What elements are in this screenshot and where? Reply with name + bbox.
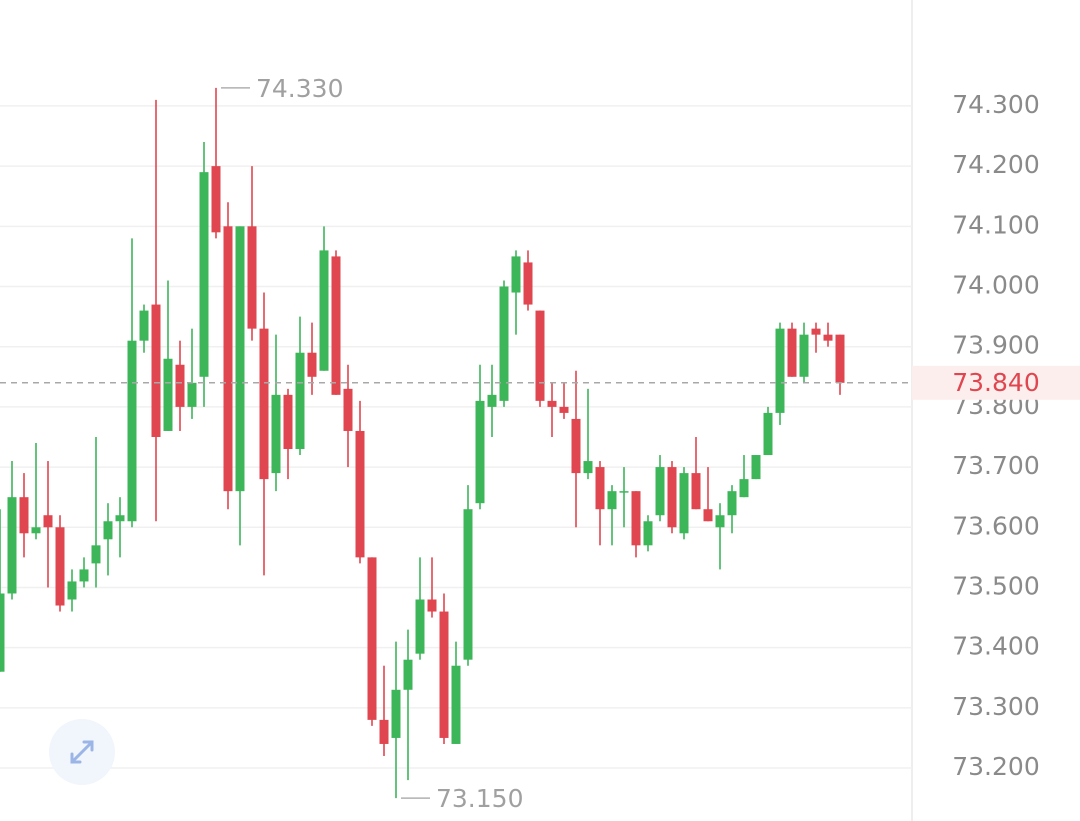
candle-body [115,515,125,522]
candle-body [31,527,41,534]
candle-body [655,467,665,516]
candle-body [19,497,29,534]
candle-body [571,418,581,474]
candle-body [679,473,689,534]
candle-body [823,334,833,341]
y-tick-label: 73.700 [952,451,1039,480]
candle-body [331,256,341,395]
candle-body [319,250,329,371]
candle-body [643,521,653,546]
y-tick-label: 73.300 [952,692,1039,721]
candle-body [535,310,545,401]
candle-body [307,352,317,377]
candle-body [175,364,185,407]
candle-body [379,719,389,744]
y-tick-label: 74.200 [952,150,1039,179]
candle-body [283,394,293,450]
candle-body [691,473,701,510]
candle-body [43,515,53,528]
candle-body [475,400,485,504]
candle-body [139,310,149,341]
candle-body [811,328,821,335]
candle-body [583,461,593,474]
candle-body [199,172,209,377]
candle-body [367,557,377,720]
candle-body [499,286,509,401]
candle-body [391,689,401,738]
candle-body [355,430,365,558]
candle-body [835,334,845,383]
candle-body [7,497,17,594]
candle-body [775,328,785,413]
candle-body [103,521,113,540]
y-tick-label: 73.600 [952,511,1039,540]
high-label: 74.330 [256,74,343,103]
candle-body [667,467,677,528]
candle-body [763,412,773,456]
candle-body [607,491,617,510]
candle-body [343,388,353,431]
candle-body [427,599,437,612]
candle-body [127,340,137,522]
candle-body [163,358,173,431]
candle-body [487,394,497,407]
y-tick-label: 73.400 [952,632,1039,661]
candle-body [631,491,641,546]
candle-body [523,262,533,305]
candle-body [151,304,161,437]
y-tick-label: 74.300 [952,90,1039,119]
candle-body [259,328,269,480]
y-tick-label: 73.500 [952,571,1039,600]
candle-body [595,467,605,510]
candle-body [451,665,461,744]
candle-body [439,611,449,738]
last-price-label: 73.840 [952,368,1039,397]
candle-body [271,394,281,474]
expand-button[interactable] [49,719,115,785]
candle-body [511,256,521,293]
candle-body [751,455,761,480]
candle-body [295,352,305,450]
candle-body [55,527,65,606]
candle-body [187,382,197,407]
candle-body [787,328,797,377]
candle-body [703,509,713,522]
candle-body [79,569,89,582]
candle-body [235,226,245,492]
candle-body [799,334,809,377]
y-tick-label: 73.200 [952,752,1039,781]
last-price-badge [912,365,1080,400]
candle-body [67,581,77,600]
expand-icon [70,740,94,764]
candle-body [0,593,5,672]
low-label: 73.150 [436,784,523,813]
candle-body [619,491,629,493]
candle-body [247,226,257,329]
y-tick-label: 73.900 [952,331,1039,360]
candle-body [727,491,737,516]
candle-body [223,226,233,492]
candle-body [559,406,569,413]
candle-body [739,479,749,498]
y-tick-label: 74.000 [952,271,1039,300]
candle-body [91,545,101,564]
candle-body [211,166,221,233]
candle-body [415,599,425,654]
candle-body [547,400,557,407]
candle-body [715,515,725,528]
candle-body [463,509,473,660]
y-tick-label: 74.100 [952,210,1039,239]
candle-body [403,659,413,690]
